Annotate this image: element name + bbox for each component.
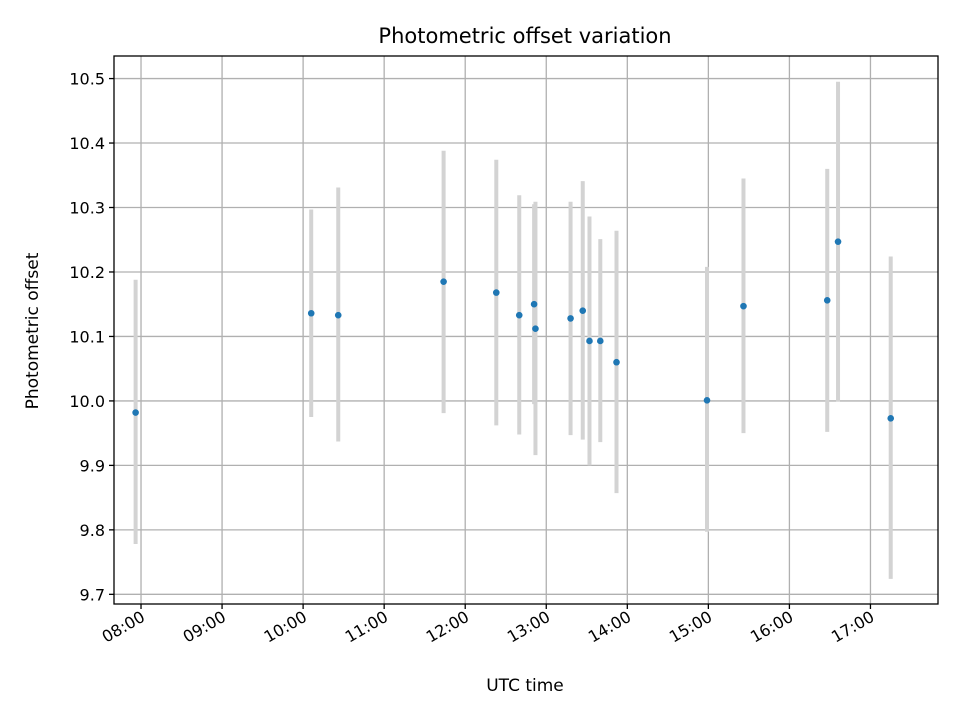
data-points <box>132 238 895 422</box>
y-axis-ticks: 9.7 9.8 9.9 10.0 10.1 10.2 10.3 10.4 10.5 <box>69 70 114 604</box>
data-point <box>567 315 574 322</box>
data-point <box>579 307 587 314</box>
plot-frame <box>113 55 939 605</box>
data-point <box>834 238 842 245</box>
data-point <box>132 409 139 416</box>
y-tick-label: 10.3 <box>69 199 105 218</box>
y-tick-label: 10.0 <box>69 392 105 411</box>
data-point <box>823 297 831 304</box>
y-tick-label: 10.2 <box>69 263 105 282</box>
y-tick-label: 10.1 <box>69 327 105 346</box>
data-point <box>334 311 342 319</box>
y-tick-label: 9.7 <box>80 585 105 604</box>
data-point <box>887 415 895 422</box>
y-axis-label: Photometric offset <box>23 252 43 409</box>
data-point <box>740 302 747 310</box>
grid-lines <box>114 56 938 604</box>
data-point <box>440 278 447 285</box>
data-point <box>530 300 538 308</box>
data-point <box>492 289 500 296</box>
data-point <box>703 396 711 404</box>
chart-title: Photometric offset variation <box>378 24 671 48</box>
x-axis-label: UTC time <box>486 676 564 696</box>
data-point <box>307 309 315 317</box>
data-point <box>596 337 604 345</box>
data-point <box>586 337 593 345</box>
y-tick-label: 9.9 <box>80 456 105 475</box>
data-point <box>532 325 539 333</box>
data-point <box>613 358 620 366</box>
y-tick-label: 10.5 <box>69 70 105 89</box>
y-tick-label: 9.8 <box>80 521 105 540</box>
data-point <box>515 311 523 319</box>
y-tick-label: 10.4 <box>69 134 105 153</box>
